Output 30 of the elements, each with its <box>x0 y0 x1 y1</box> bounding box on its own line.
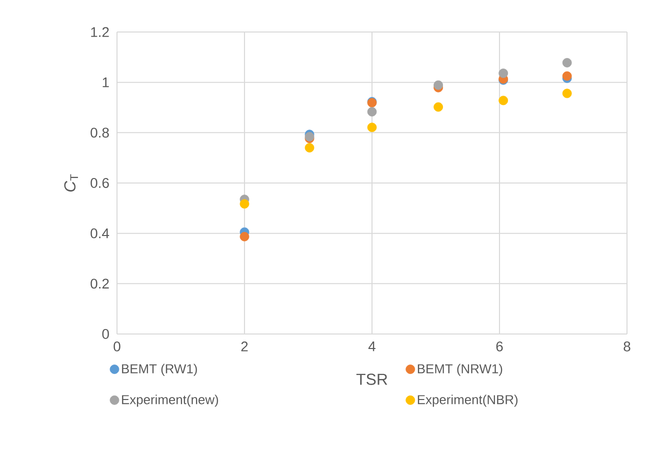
x-axis-title: TSR <box>356 374 388 385</box>
point <box>562 58 572 68</box>
y-tick-label: 0.6 <box>90 178 109 188</box>
point <box>367 107 377 116</box>
y-tick-label: 0.2 <box>90 278 109 289</box>
point <box>562 71 572 81</box>
legend-label: Experiment(new) <box>122 394 218 407</box>
x-tick-label: 0 <box>114 342 120 352</box>
point <box>367 122 377 132</box>
x-tick-label: 8 <box>624 342 630 352</box>
point <box>434 102 443 112</box>
legend-label: BEMT (RW1) <box>122 364 197 376</box>
point <box>498 68 508 78</box>
point <box>434 80 443 90</box>
y-tick-label: 1 <box>102 78 109 88</box>
x-tick-label: 6 <box>496 342 503 352</box>
y-tick-label: 0 <box>102 329 109 339</box>
legend-label: BEMT (NRW1) <box>418 364 502 376</box>
point <box>240 199 250 209</box>
point <box>498 96 508 106</box>
y-axis-title: C$_{T}$ <box>64 174 78 192</box>
point <box>304 143 314 152</box>
y-tick-label: 0.4 <box>90 228 110 238</box>
point <box>240 232 250 242</box>
x-tick-label: 2 <box>241 342 248 352</box>
legend-label: Experiment(NBR) <box>418 394 518 407</box>
x-tick-label: 4 <box>368 342 376 352</box>
y-tick-label: 0.8 <box>90 128 109 138</box>
y-tick-label: 1.2 <box>91 27 109 37</box>
point <box>562 88 572 98</box>
